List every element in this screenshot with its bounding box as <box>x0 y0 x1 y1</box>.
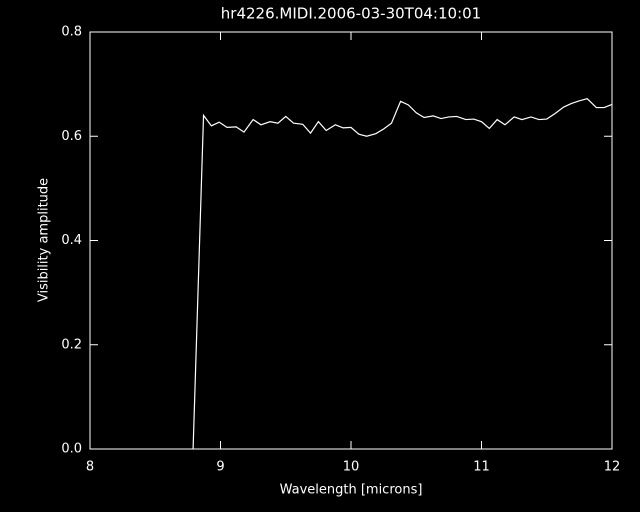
y-tick-label: 0.4 <box>61 233 82 248</box>
y-tick-label: 0.8 <box>61 25 82 40</box>
x-tick-label: 8 <box>86 460 94 475</box>
chart-title: hr4226.MIDI.2006-03-30T04:10:01 <box>221 5 481 23</box>
x-tick-label: 9 <box>216 460 224 475</box>
y-tick-label: 0.2 <box>61 337 82 352</box>
y-axis-label: Visibility amplitude <box>37 178 52 302</box>
x-tick-label: 11 <box>473 460 490 475</box>
x-tick-label: 12 <box>604 460 621 475</box>
x-axis-label: Wavelength [microns] <box>280 483 423 498</box>
x-tick-label: 10 <box>343 460 360 475</box>
y-tick-label: 0.6 <box>61 129 82 144</box>
data-line <box>192 98 613 450</box>
plot-frame <box>89 31 613 450</box>
y-tick-label: 0.0 <box>61 442 82 457</box>
